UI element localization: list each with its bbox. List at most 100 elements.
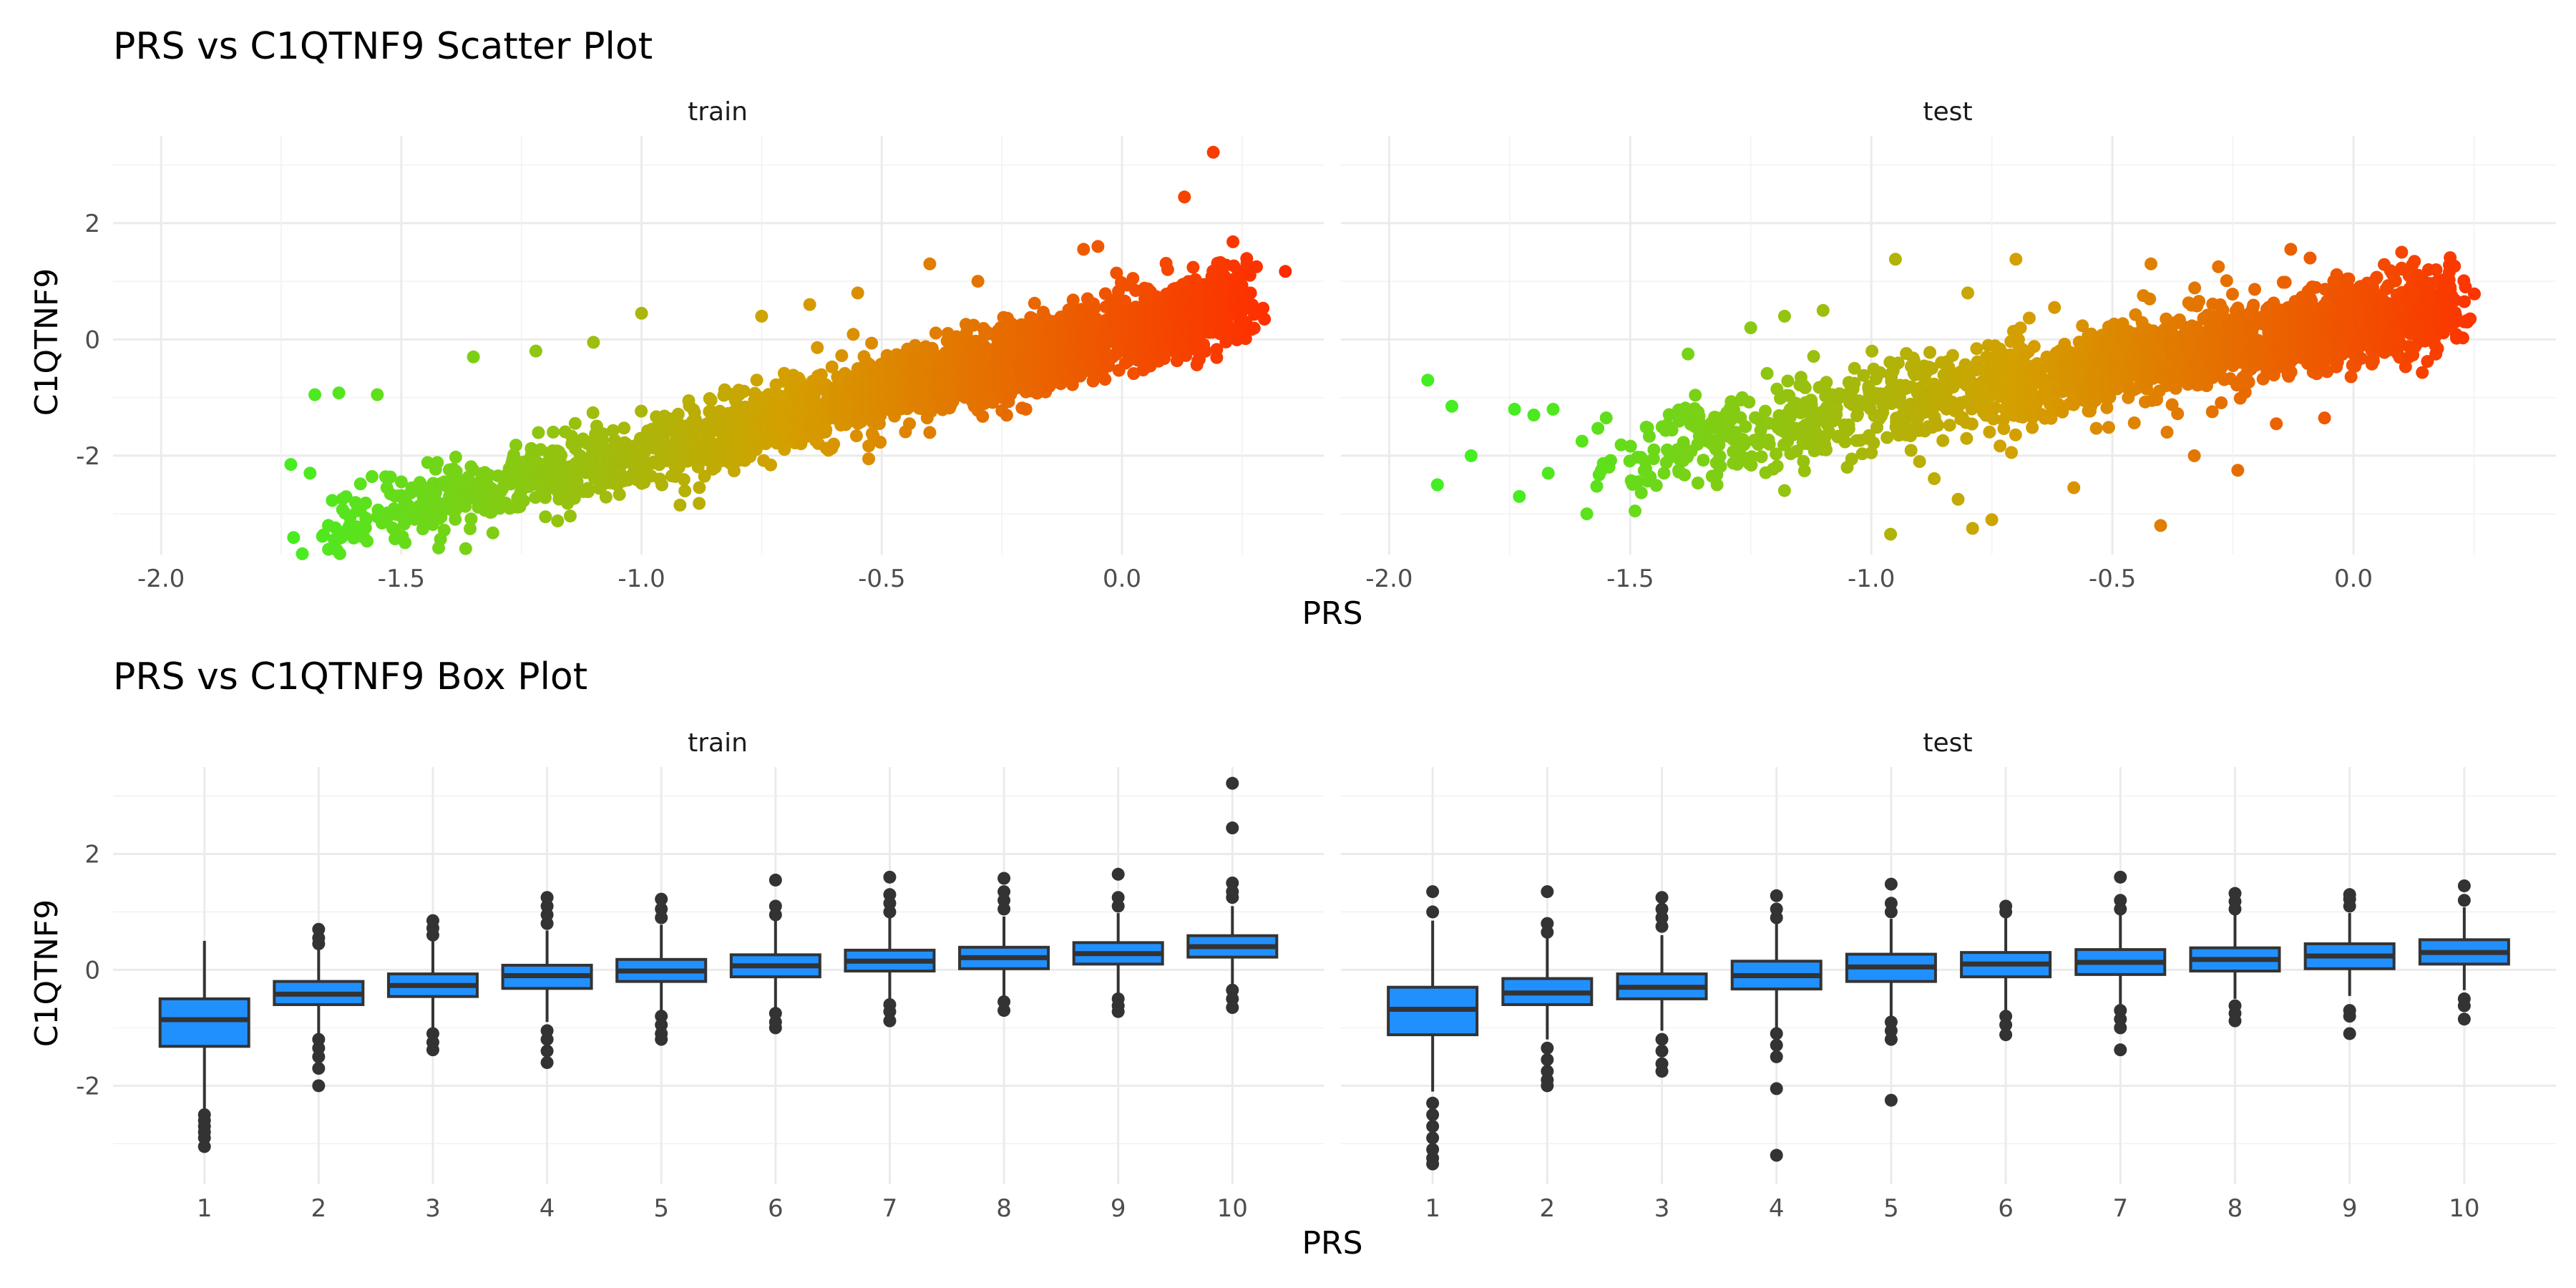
scatter-point [2330, 268, 2343, 281]
scatter-point [1178, 190, 1191, 204]
box-2 [1501, 885, 1594, 1093]
scatter-point [1965, 417, 1979, 431]
box-outlier [1426, 1108, 1440, 1121]
scatter-point [1629, 504, 1641, 518]
scatter-point [1634, 486, 1648, 499]
scatter-point [328, 521, 342, 535]
scatter-point [1931, 419, 1944, 432]
scatter-y-tick-label: -2 [76, 442, 100, 471]
box-outlier [1999, 1018, 2013, 1032]
scatter-point [1580, 507, 1594, 521]
box-outlier [1226, 876, 1239, 889]
scatter-point [287, 531, 301, 545]
scatter-point [358, 497, 372, 509]
scatter-point [677, 473, 691, 487]
box-outlier [1426, 1131, 1440, 1145]
box-train-boxes [158, 776, 1279, 1153]
scatter-point [568, 416, 582, 430]
scatter-y-ticks: 20-2 [76, 210, 100, 471]
scatter-point [2278, 275, 2292, 289]
scatter-point [1994, 439, 2007, 453]
box-x-tick-label: 4 [540, 1194, 555, 1223]
scatter-point [303, 467, 317, 480]
scatter-point [1923, 346, 1936, 359]
scatter-point [1888, 253, 1902, 266]
scatter-point [2009, 428, 2022, 441]
scatter-point [2366, 354, 2380, 368]
scatter-point [2160, 426, 2174, 439]
box-7 [2074, 870, 2167, 1057]
scatter-strip-test: test [1923, 97, 1972, 127]
box-outlier [1541, 1053, 1554, 1066]
scatter-point [693, 497, 706, 510]
scatter-point [1997, 422, 2011, 435]
scatter-point [2429, 263, 2443, 276]
scatter-point [1665, 424, 1679, 436]
scatter-point [908, 338, 922, 352]
scatter-point [1745, 450, 1758, 464]
box-x-tick-label: 2 [311, 1194, 327, 1223]
scatter-point [2027, 340, 2041, 353]
scatter-point [1546, 402, 1560, 416]
box-4 [501, 891, 593, 1069]
scatter-point [1464, 449, 1478, 462]
scatter-point [384, 470, 397, 484]
scatter-point [2389, 274, 2402, 288]
scatter-point [704, 394, 718, 407]
scatter-point [394, 475, 408, 489]
scatter-x-axis-label: PRS [1302, 595, 1362, 632]
box-train-x-ticks: 1 2 3 4 5 6 7 8 9 10 [197, 1194, 1248, 1223]
scatter-point [551, 514, 565, 527]
scatter-point [778, 443, 791, 457]
scatter-point [929, 326, 942, 340]
scatter-point [529, 344, 542, 358]
scatter-point [1737, 438, 1751, 452]
box-outlier [1111, 891, 1125, 904]
scatter-point [1857, 369, 1870, 382]
scatter-point [539, 510, 552, 524]
scatter-point [2005, 446, 2018, 459]
box-x-tick-label: 6 [768, 1194, 784, 1223]
scatter-train-points [284, 145, 1292, 560]
box-3 [1616, 891, 1708, 1078]
box-outlier [997, 885, 1011, 899]
scatter-point [399, 536, 412, 550]
scatter-point [353, 477, 367, 491]
box-outlier [883, 888, 897, 902]
box-6 [729, 873, 821, 1035]
scatter-point [1161, 263, 1174, 276]
scatter-point [1691, 477, 1704, 489]
scatter-point [1928, 472, 1941, 485]
scatter-point [2284, 243, 2298, 256]
box-outlier [1111, 1005, 1125, 1018]
box-8 [2189, 887, 2281, 1028]
scatter-point [581, 485, 595, 499]
scatter-point [1677, 436, 1690, 449]
scatter-point [1697, 454, 1710, 467]
scatter-point [1199, 344, 1212, 358]
box-outlier [1655, 891, 1669, 904]
scatter-point [2014, 321, 2027, 335]
scatter-point [1989, 401, 2001, 414]
scatter-point [1279, 265, 1292, 278]
scatter-point [923, 257, 937, 270]
scatter-point [1028, 296, 1041, 310]
scatter-point [1907, 353, 1921, 367]
scatter-panel-train: train -2.0 -1.5 -1.0 -0.5 0.0 [113, 97, 1324, 593]
scatter-point [539, 491, 552, 504]
box-outlier [312, 1079, 326, 1093]
scatter-point [1755, 450, 1768, 464]
box-outlier [1541, 885, 1554, 899]
box-1 [1387, 885, 1479, 1171]
box-8 [958, 872, 1050, 1018]
scatter-point [976, 409, 990, 423]
box-outlier [655, 892, 668, 906]
scatter-point [1689, 389, 1702, 402]
scatter-point [1904, 444, 1918, 457]
box-outlier [655, 1033, 668, 1046]
scatter-point [2022, 311, 2036, 325]
scatter-point [1682, 347, 1695, 361]
box-outlier [1770, 889, 1783, 902]
box-panel-train: train 1 2 3 4 5 6 7 8 9 10 [113, 728, 1324, 1223]
scatter-point [2408, 255, 2421, 268]
